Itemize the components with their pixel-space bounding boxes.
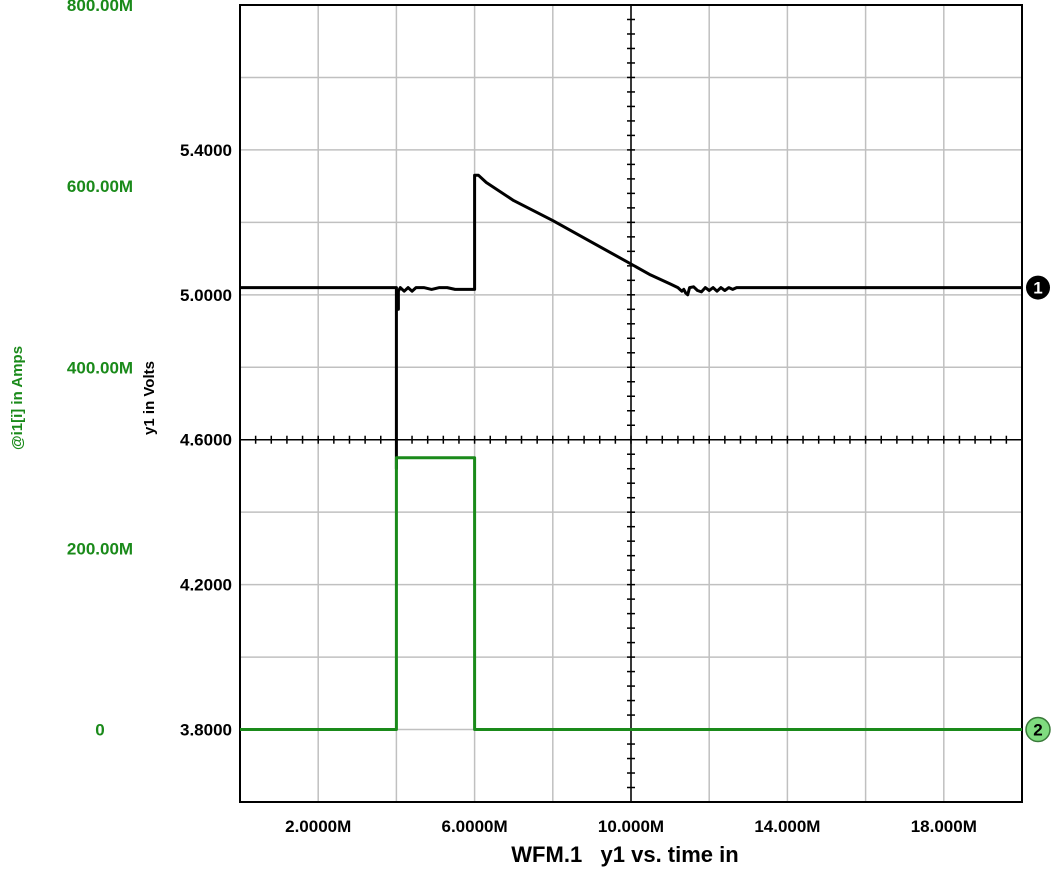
- label-layer: 2.0000M 6.0000M 10.000M 14.000M 18.000M 5.400…: [9, 0, 977, 836]
- y1-tick-label: 4.2000: [180, 576, 232, 595]
- voltage-trace: [240, 173, 1022, 471]
- i1-tick-label: 0: [95, 721, 104, 740]
- x-tick-label: 18.000M: [911, 817, 977, 836]
- y1-axis-title: y1 in Volts: [141, 361, 158, 435]
- i1-tick-label: 800.00M: [67, 0, 133, 15]
- x-tick-label: 10.000M: [598, 817, 664, 836]
- trace-layer: 12: [240, 173, 1051, 743]
- trace-marker-2: 2: [1025, 716, 1051, 743]
- i1-tick-label: 600.00M: [67, 177, 133, 196]
- trace-marker-1: 1: [1026, 275, 1050, 300]
- y1-tick-label: 5.0000: [180, 286, 232, 305]
- chart-title: WFM.1 y1 vs. time in: [511, 842, 738, 867]
- grid-layer: [239, 4, 1023, 803]
- plot-frame: [239, 4, 1023, 803]
- x-tick-label: 2.0000M: [285, 817, 351, 836]
- marker-label: 2: [1033, 721, 1042, 740]
- marker-label: 1: [1033, 279, 1042, 298]
- marker-circle: [1026, 275, 1050, 300]
- x-tick-label: 14.000M: [754, 817, 820, 836]
- i1-tick-label: 400.00M: [67, 358, 133, 377]
- i1-axis-title: @i1[i] in Amps: [9, 346, 26, 450]
- i1-tick-label: 200.00M: [67, 539, 133, 558]
- current-trace: [240, 456, 1022, 731]
- y1-tick-label: 3.8000: [180, 721, 232, 740]
- x-tick-label: 6.0000M: [442, 817, 508, 836]
- y1-tick-label: 4.6000: [180, 431, 232, 450]
- marker-circle: [1025, 716, 1051, 743]
- y1-tick-label: 5.4000: [180, 141, 232, 160]
